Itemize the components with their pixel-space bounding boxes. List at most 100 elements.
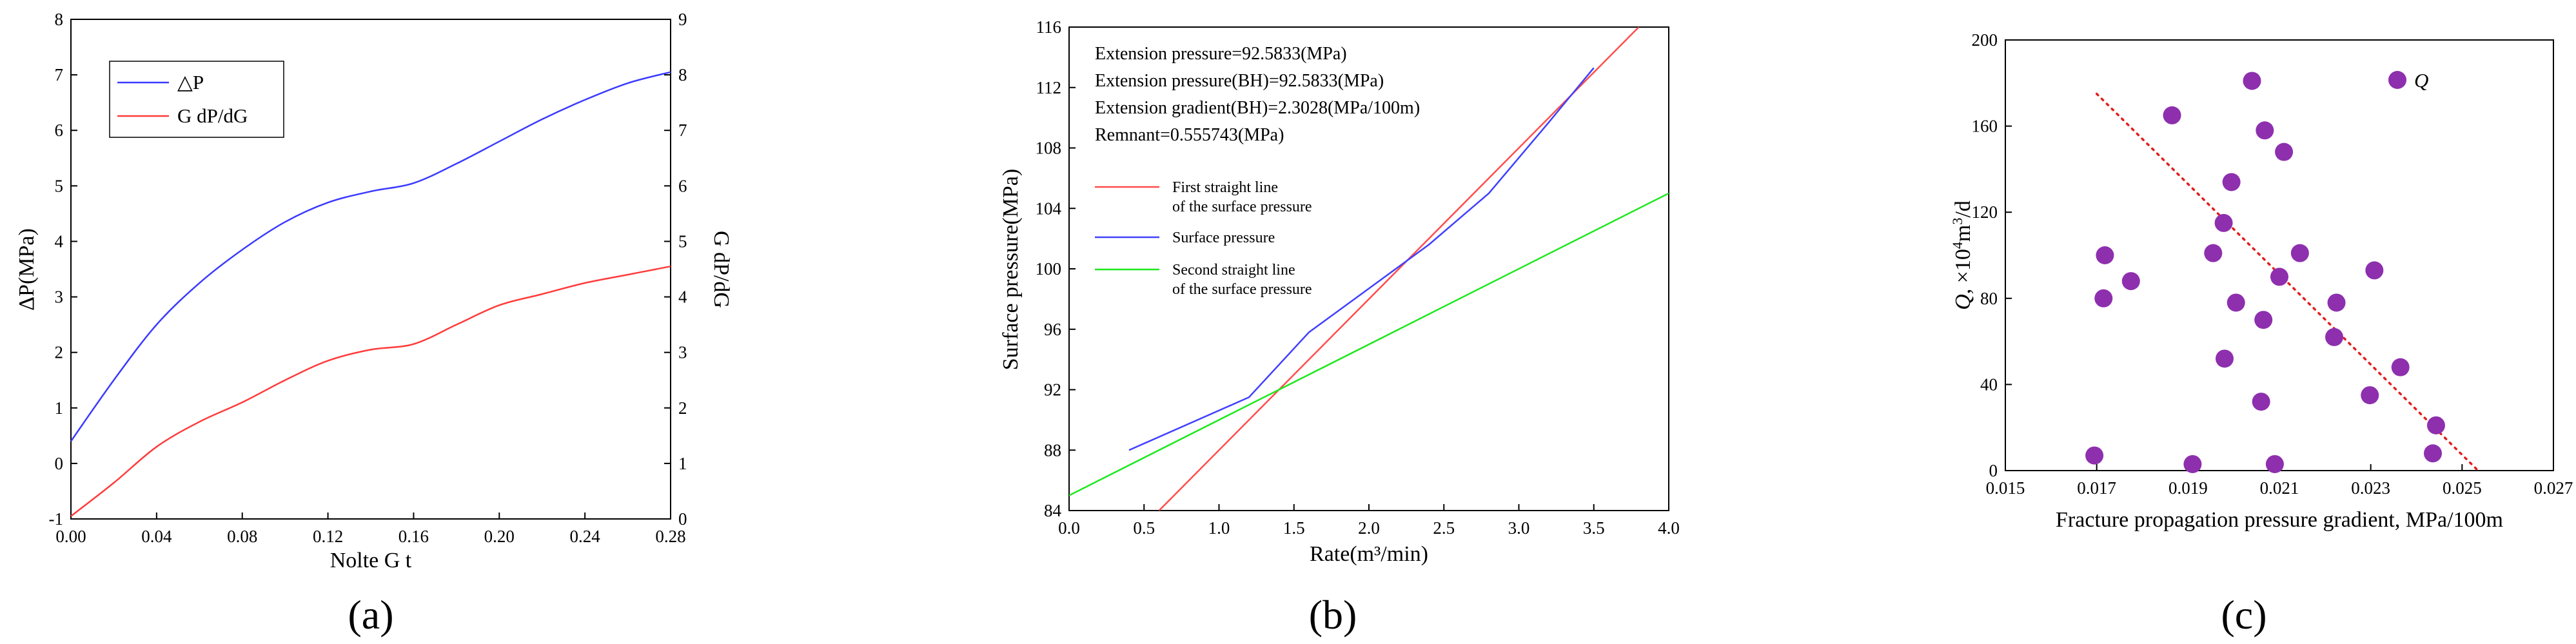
chart-a-legend-label: △P: [177, 71, 204, 93]
panel-label-b: (b): [1309, 592, 1357, 638]
a-xtick-label: 0.08: [227, 527, 257, 546]
c-xtick-label: 0.023: [2351, 478, 2390, 498]
chart-b-ylabel: Surface pressure(MPa): [999, 169, 1023, 371]
chart-a-series-g-dpdg-line: [70, 265, 671, 517]
chart-c-point: [2275, 142, 2294, 161]
chart-c-point: [2424, 444, 2442, 463]
chart-a-ylabel: ΔP(MPa): [15, 228, 39, 311]
a-y2tick-label: 4: [678, 288, 687, 307]
chart-b-annotation: Extension pressure(BH)=92.5833(MPa): [1095, 71, 1384, 91]
chart-b-annotation: Remnant=0.555743(MPa): [1095, 125, 1284, 145]
a-xtick-label: 0.04: [141, 527, 172, 546]
chart-c-point: [2325, 327, 2343, 346]
b-ytick-label: 92: [1044, 380, 1061, 400]
a-xtick-label: 0.28: [655, 527, 685, 546]
chart-c-trend-line: [2095, 92, 2479, 472]
a-y2tick-label: 1: [678, 454, 687, 473]
b-xtick-label: 0.0: [1058, 518, 1080, 538]
c-xtick-label: 0.017: [2077, 478, 2116, 498]
b-xtick-label: 1.5: [1283, 518, 1305, 538]
chart-c-point: [2252, 393, 2270, 411]
a-xtick-label: 0.20: [484, 527, 515, 546]
a-ytick-label: 2: [55, 343, 64, 362]
c-ytick-label: 80: [1980, 289, 1998, 308]
a-ytick-label: 8: [55, 10, 64, 29]
chart-c-legend-marker: [2388, 71, 2406, 89]
b-xtick-label: 3.5: [1583, 518, 1605, 538]
a-ytick-label: 3: [55, 288, 64, 307]
chart-c-point: [2426, 416, 2445, 434]
a-xtick-label: 0.00: [55, 527, 86, 546]
panel-label-a: (a): [348, 592, 393, 638]
a-y2tick-label: 0: [678, 509, 687, 529]
c-ytick-label: 40: [1980, 375, 1998, 394]
a-ytick-label: 0: [55, 454, 64, 473]
chart-c-ylabel: Q, ×104m3/d: [1949, 200, 1976, 310]
b-ytick-label: 84: [1044, 501, 1062, 520]
a-y2tick-label: 8: [678, 65, 687, 84]
a-xtick-label: 0.12: [313, 527, 343, 546]
chart-c-point: [2204, 244, 2223, 262]
chart-c-point: [2163, 106, 2181, 124]
chart-b-legend-label: Second straight line: [1172, 262, 1295, 278]
a-y2tick-label: 2: [678, 398, 687, 418]
a-ytick-label: 1: [55, 398, 64, 418]
chart-a-series-delta-p-line: [70, 71, 671, 442]
chart-a: 0.00 0.04 0.08 0.12 0.16 0.20 0.24 0.28 -1 0 1 2 3 4 5…: [15, 10, 733, 638]
b-ytick-label: 108: [1036, 139, 1062, 158]
chart-c-point: [2096, 246, 2114, 264]
a-y2tick-label: 7: [678, 121, 687, 140]
chart-b-legend: First straight line of the surface pressu…: [1095, 179, 1312, 298]
chart-b-series-surface-pressure-line: [1128, 67, 1595, 451]
chart-c-point: [2254, 311, 2273, 329]
chart-c-point: [2222, 173, 2241, 191]
b-xtick-label: 3.0: [1508, 518, 1530, 538]
a-y2tick-label: 6: [678, 176, 687, 195]
chart-c-point: [2121, 272, 2140, 291]
chart-b-legend-label: of the surface pressure: [1172, 281, 1312, 298]
chart-c-point: [2290, 244, 2309, 262]
chart-c-point: [2094, 289, 2113, 307]
c-xtick-label: 0.019: [2168, 478, 2208, 498]
a-xtick-label: 0.16: [398, 527, 429, 546]
chart-a-legend-label: G dP/dG: [177, 104, 248, 127]
chart-a-xlabel: Nolte G t: [330, 549, 412, 572]
chart-a-legend: △P G dP/dG: [109, 61, 284, 138]
a-y2tick-label: 3: [678, 343, 687, 362]
chart-b-annotation: Extension gradient(BH)=2.3028(MPa/100m): [1095, 98, 1420, 118]
a-ytick-label: 6: [55, 121, 64, 140]
chart-c: 0.015 0.017 0.019 0.021 0.023 0.025 0.027 0 40 80…: [1949, 30, 2573, 638]
chart-a-y2label: G dP/dG: [709, 231, 733, 308]
a-ytick-label: 4: [55, 231, 64, 251]
chart-c-point: [2365, 261, 2384, 280]
chart-c-point: [2391, 358, 2410, 376]
c-xtick-label: 0.021: [2260, 478, 2299, 498]
chart-c-point: [2183, 454, 2202, 473]
chart-c-point: [2265, 454, 2284, 473]
chart-b-xlabel: Rate(m³/min): [1310, 542, 1428, 566]
b-ytick-label: 104: [1036, 199, 1062, 218]
chart-c-point: [2270, 268, 2288, 286]
a-ytick-label: 5: [55, 176, 64, 195]
chart-b-legend-label: Surface pressure: [1172, 229, 1275, 246]
chart-b-series-second-straight-line-line: [1069, 192, 1669, 496]
panel-label-c: (c): [2221, 592, 2266, 638]
chart-a-frame: [70, 19, 671, 520]
chart-b-annotations: Extension pressure=92.5833(MPa) Extension…: [1095, 44, 1420, 145]
c-ytick-label: 0: [1989, 461, 1998, 480]
b-xtick-label: 0.5: [1133, 518, 1155, 538]
b-ytick-label: 112: [1036, 78, 1062, 97]
chart-c-point: [2216, 349, 2234, 368]
c-xtick-label: 0.025: [2443, 478, 2482, 498]
chart-a-legend-box: [109, 61, 284, 138]
chart-c-point: [2256, 121, 2274, 140]
chart-c-legend-label: Q: [2414, 69, 2428, 92]
a-y2tick-label: 9: [678, 10, 687, 29]
chart-c-point: [2085, 446, 2104, 465]
c-xtick-label: 0.027: [2534, 478, 2573, 498]
b-ytick-label: 96: [1044, 320, 1061, 339]
c-ytick-label: 200: [1972, 30, 1998, 50]
chart-c-point: [2243, 72, 2261, 90]
a-ytick-label: 7: [55, 65, 64, 84]
